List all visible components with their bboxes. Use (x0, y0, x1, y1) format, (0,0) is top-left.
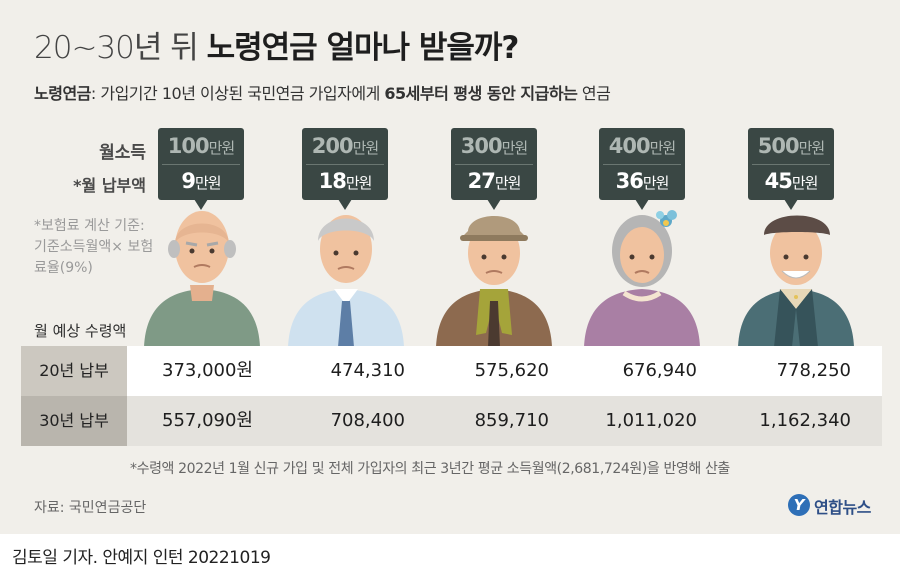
income-value: 200만원 (311, 134, 379, 158)
tier-bubble-4: 400만원 36만원 (599, 128, 685, 210)
bubble-divider (162, 164, 240, 165)
row-label: 20년 납부 (21, 346, 127, 396)
bubble-divider (603, 164, 681, 165)
byline: 김토일 기자. 안예지 인턴 20221019 (12, 548, 271, 568)
tier-bubble-2: 200만원 18만원 (302, 128, 388, 210)
premium-note: *보험료 계산 기준: 기준소득월액× 보험료율(9%) (34, 218, 154, 276)
bubble-divider (306, 164, 384, 165)
infographic-card: 20~30년 뒤 노령연금 얼마나 받을까? 노령연금: 가입기간 10년 이상… (0, 0, 900, 534)
table-cell: 373,000원 (162, 360, 253, 381)
row-label: 30년 납부 (21, 396, 127, 446)
income-value: 400만원 (608, 134, 676, 158)
bubble-divider (455, 164, 533, 165)
tier-bubble-3: 300만원 27만원 (451, 128, 537, 210)
subtitle-term: 노령연금 (34, 84, 91, 103)
footnote: *수령액 2022년 1월 신규 가입 및 전체 가입자의 최근 3년간 평균 … (130, 461, 730, 477)
table-cell: 676,940 (622, 360, 697, 381)
tier-bubble-1: 100만원 9만원 (158, 128, 244, 210)
table-row: 20년 납부 373,000원 474,310 575,620 676,940 … (21, 346, 882, 396)
table-cell: 575,620 (474, 360, 549, 381)
title-light: 20~30년 뒤 (34, 30, 199, 66)
subtitle-mid: : 가입기간 10년 이상된 국민연금 가입자에게 (90, 84, 385, 103)
table-row: 30년 납부 557,090원 708,400 859,710 1,011,02… (21, 396, 882, 446)
table-cell: 778,250 (776, 360, 851, 381)
table-cell: 474,310 (330, 360, 405, 381)
premium-value: 45만원 (764, 169, 819, 193)
expected-amount-label: 월 예상 수령액 (34, 322, 127, 340)
elderly-man-cap-illustration (738, 215, 854, 347)
monthly-premium-label: *월 납부액 (73, 176, 146, 195)
premium-value: 36만원 (615, 169, 670, 193)
premium-value: 9만원 (181, 169, 221, 193)
elderly-man-tie-illustration (288, 215, 404, 347)
bubble-divider (752, 164, 830, 165)
logo-mark-icon: Y (788, 494, 810, 516)
table-cell: 557,090원 (162, 410, 253, 431)
subtitle-end: 연금 (577, 84, 611, 103)
title-bold: 노령연금 얼마나 받을까? (206, 30, 520, 66)
table-cell: 859,710 (474, 410, 549, 431)
source-credit: 자료: 국민연금공단 (34, 500, 147, 516)
expected-amount-table: 20년 납부 373,000원 474,310 575,620 676,940 … (21, 346, 882, 446)
premium-value: 18만원 (318, 169, 373, 193)
income-value: 300만원 (460, 134, 528, 158)
table-cell: 1,011,020 (605, 410, 697, 431)
premium-value: 27만원 (467, 169, 522, 193)
monthly-income-label: 월소득 (99, 143, 146, 163)
income-value: 500만원 (757, 134, 825, 158)
subtitle: 노령연금: 가입기간 10년 이상된 국민연금 가입자에게 65세부터 평생 동… (34, 80, 611, 104)
elderly-man-bald-illustration (144, 211, 260, 347)
tier-bubble-5: 500만원 45만원 (748, 128, 834, 210)
page-title: 20~30년 뒤 노령연금 얼마나 받을까? (34, 22, 520, 67)
table-cell: 708,400 (330, 410, 405, 431)
table-cell: 1,162,340 (759, 410, 851, 431)
subtitle-bold: 65세부터 평생 동안 지급하는 (384, 84, 578, 103)
elderly-woman-illustration (584, 210, 700, 347)
logo-text: 연합뉴스 (814, 498, 871, 517)
income-value: 100만원 (167, 134, 235, 158)
elderly-man-hat-illustration (436, 216, 552, 347)
